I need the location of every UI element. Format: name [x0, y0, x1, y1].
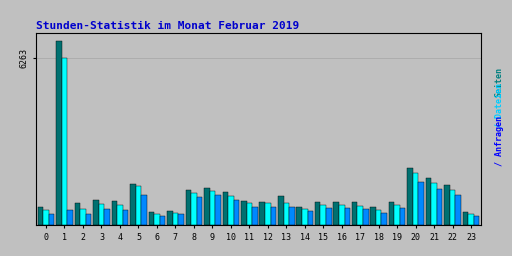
Bar — [376, 210, 381, 225]
Bar — [437, 189, 442, 225]
Bar — [345, 208, 350, 225]
Bar — [474, 216, 479, 225]
Bar — [86, 214, 91, 225]
Bar — [389, 201, 394, 225]
Bar — [241, 201, 247, 225]
Bar — [160, 216, 165, 225]
Bar — [130, 184, 136, 225]
Bar — [167, 211, 173, 225]
Bar — [450, 189, 455, 225]
Bar — [284, 203, 289, 225]
Bar — [252, 207, 258, 225]
Bar — [426, 178, 432, 225]
Bar — [117, 205, 123, 225]
Bar — [209, 191, 215, 225]
Bar — [99, 204, 104, 225]
Bar — [413, 173, 418, 225]
Bar — [141, 195, 147, 225]
Bar — [197, 197, 202, 225]
Bar — [148, 212, 154, 225]
Bar — [104, 209, 110, 225]
Bar — [67, 210, 73, 225]
Bar — [62, 58, 67, 225]
Bar — [154, 215, 160, 225]
Bar — [463, 212, 468, 225]
Bar — [321, 205, 326, 225]
Bar — [302, 209, 308, 225]
Bar — [468, 214, 474, 225]
Bar — [270, 207, 276, 225]
Bar — [228, 197, 233, 225]
Bar — [112, 201, 117, 225]
Text: Stunden-Statistik im Monat Februar 2019: Stunden-Statistik im Monat Februar 2019 — [36, 21, 299, 31]
Bar — [339, 205, 345, 225]
Bar — [75, 204, 80, 225]
Bar — [278, 196, 284, 225]
Bar — [265, 204, 270, 225]
Bar — [432, 183, 437, 225]
Bar — [315, 201, 321, 225]
Text: / Anfragen: / Anfragen — [495, 116, 504, 166]
Bar — [363, 209, 369, 225]
Bar — [173, 213, 178, 225]
Bar — [123, 210, 128, 225]
Bar — [370, 207, 376, 225]
Bar — [191, 193, 197, 225]
Bar — [38, 207, 43, 225]
Bar — [308, 211, 313, 225]
Bar — [136, 186, 141, 225]
Bar — [352, 202, 357, 225]
Bar — [394, 205, 400, 225]
Bar — [80, 209, 86, 225]
Bar — [56, 41, 62, 225]
Text: / Dateien: / Dateien — [495, 83, 504, 128]
Bar — [326, 208, 332, 225]
Bar — [289, 207, 294, 225]
Bar — [247, 203, 252, 225]
Bar — [260, 202, 265, 225]
Bar — [418, 182, 424, 225]
Bar — [381, 213, 387, 225]
Bar — [204, 188, 209, 225]
Bar — [296, 207, 302, 225]
Bar — [43, 210, 49, 225]
Bar — [185, 189, 191, 225]
Bar — [223, 193, 228, 225]
Bar — [49, 214, 54, 225]
Text: Seiten: Seiten — [495, 67, 504, 97]
Bar — [333, 201, 339, 225]
Bar — [233, 200, 239, 225]
Bar — [93, 200, 99, 225]
Bar — [400, 208, 406, 225]
Bar — [455, 195, 461, 225]
Bar — [215, 195, 221, 225]
Bar — [444, 185, 450, 225]
Bar — [357, 206, 363, 225]
Bar — [178, 214, 184, 225]
Bar — [408, 168, 413, 225]
